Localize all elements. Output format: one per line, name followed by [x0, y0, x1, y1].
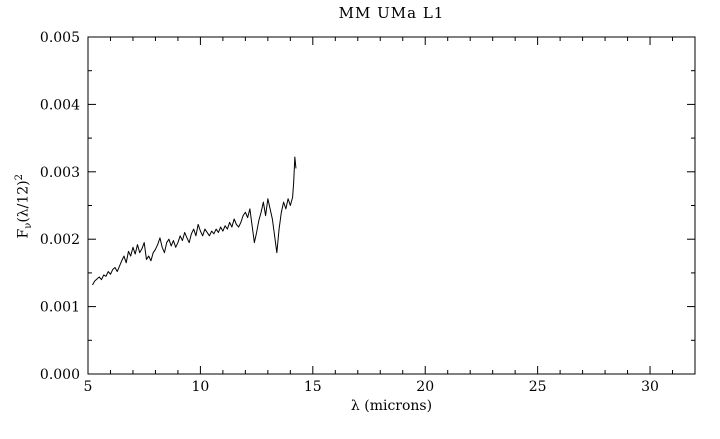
y-tick-label: 0.003 — [40, 165, 80, 181]
y-tick-label: 0.004 — [40, 97, 80, 113]
chart-title: MM UMa L1 — [338, 4, 445, 22]
plot-box — [87, 36, 696, 375]
y-label-superscript: 2 — [13, 173, 25, 181]
x-tick-label: 15 — [304, 379, 322, 395]
y-axis-label: Fν(λ/12)2 — [14, 126, 34, 286]
x-tick-label: 25 — [529, 379, 547, 395]
y-tick-label: 0.001 — [40, 300, 80, 316]
y-label-base: F — [15, 228, 32, 239]
x-tick-label: 5 — [84, 379, 93, 395]
y-tick-label: 0.005 — [40, 30, 80, 46]
y-label-subscript: ν — [23, 222, 35, 229]
x-axis-label: λ (microns) — [350, 398, 433, 414]
y-tick-label: 0.000 — [40, 367, 80, 383]
x-tick-label: 30 — [641, 379, 659, 395]
x-tick-label: 10 — [191, 379, 209, 395]
x-tick-label: 20 — [416, 379, 434, 395]
y-label-mid: (λ/12) — [15, 180, 32, 223]
data-line — [92, 156, 297, 286]
y-tick-label: 0.002 — [40, 232, 80, 248]
